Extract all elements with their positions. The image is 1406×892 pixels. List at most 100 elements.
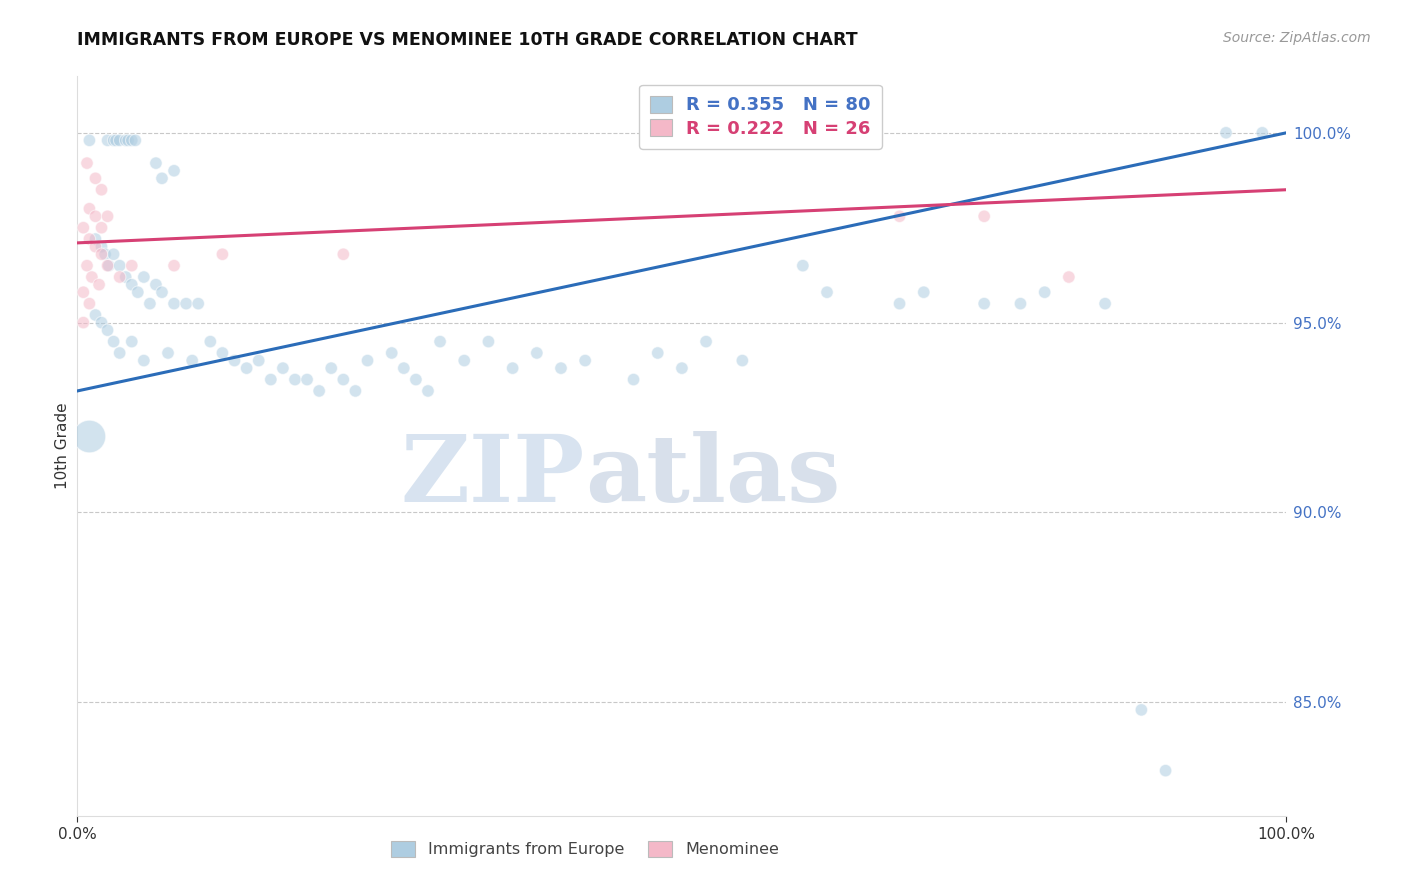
Point — [1154, 764, 1177, 778]
Point — [87, 277, 110, 292]
Point — [90, 240, 112, 254]
Point — [121, 133, 143, 147]
Point — [792, 259, 814, 273]
Point — [477, 334, 499, 349]
Point — [124, 133, 146, 147]
Y-axis label: 10th Grade: 10th Grade — [55, 402, 70, 490]
Point — [79, 133, 101, 147]
Point — [103, 247, 125, 261]
Point — [295, 373, 318, 387]
Point — [211, 247, 233, 261]
Point — [157, 346, 180, 360]
Point — [574, 353, 596, 368]
Point — [108, 259, 131, 273]
Point — [114, 270, 136, 285]
Point — [526, 346, 548, 360]
Point — [96, 133, 118, 147]
Point — [889, 296, 911, 310]
Point — [271, 361, 294, 376]
Point — [84, 308, 107, 322]
Point — [79, 232, 101, 246]
Point — [1251, 126, 1274, 140]
Point — [1057, 270, 1080, 285]
Text: ZIP: ZIP — [401, 431, 585, 521]
Point — [429, 334, 451, 349]
Point — [90, 316, 112, 330]
Point — [181, 353, 204, 368]
Point — [72, 220, 94, 235]
Text: IMMIGRANTS FROM EUROPE VS MENOMINEE 10TH GRADE CORRELATION CHART: IMMIGRANTS FROM EUROPE VS MENOMINEE 10TH… — [77, 31, 858, 49]
Point — [121, 259, 143, 273]
Point — [332, 373, 354, 387]
Point — [84, 171, 107, 186]
Point — [1130, 703, 1153, 717]
Point — [90, 247, 112, 261]
Point — [108, 133, 131, 147]
Point — [453, 353, 475, 368]
Point — [405, 373, 427, 387]
Point — [96, 323, 118, 337]
Point — [1033, 285, 1056, 300]
Point — [84, 240, 107, 254]
Point — [550, 361, 572, 376]
Point — [321, 361, 343, 376]
Point — [114, 133, 136, 147]
Point — [815, 285, 838, 300]
Point — [84, 232, 107, 246]
Point — [84, 209, 107, 223]
Point — [145, 156, 167, 170]
Point — [344, 384, 367, 398]
Point — [973, 209, 995, 223]
Point — [117, 133, 139, 147]
Point — [1010, 296, 1032, 310]
Point — [1094, 296, 1116, 310]
Point — [145, 277, 167, 292]
Point — [260, 373, 283, 387]
Point — [127, 285, 149, 300]
Point — [103, 133, 125, 147]
Point — [103, 334, 125, 349]
Point — [671, 361, 693, 376]
Point — [163, 163, 186, 178]
Point — [416, 384, 439, 398]
Point — [90, 183, 112, 197]
Point — [96, 209, 118, 223]
Point — [235, 361, 257, 376]
Point — [150, 171, 173, 186]
Legend: Immigrants from Europe, Menominee: Immigrants from Europe, Menominee — [385, 835, 786, 863]
Point — [108, 346, 131, 360]
Point — [224, 353, 246, 368]
Point — [132, 353, 155, 368]
Point — [163, 296, 186, 310]
Point — [332, 247, 354, 261]
Point — [76, 156, 98, 170]
Text: Source: ZipAtlas.com: Source: ZipAtlas.com — [1223, 31, 1371, 45]
Point — [381, 346, 404, 360]
Point — [79, 429, 101, 443]
Point — [211, 346, 233, 360]
Point — [97, 259, 120, 273]
Point — [889, 209, 911, 223]
Point — [187, 296, 209, 310]
Point — [284, 373, 307, 387]
Point — [72, 316, 94, 330]
Point — [247, 353, 270, 368]
Point — [108, 270, 131, 285]
Point — [90, 220, 112, 235]
Point — [80, 270, 103, 285]
Point — [973, 296, 995, 310]
Point — [94, 247, 117, 261]
Point — [200, 334, 222, 349]
Point — [502, 361, 524, 376]
Point — [647, 346, 669, 360]
Point — [150, 285, 173, 300]
Point — [308, 384, 330, 398]
Point — [163, 259, 186, 273]
Point — [72, 285, 94, 300]
Point — [356, 353, 378, 368]
Point — [132, 270, 155, 285]
Point — [96, 259, 118, 273]
Point — [121, 277, 143, 292]
Text: atlas: atlas — [585, 431, 841, 521]
Point — [174, 296, 197, 310]
